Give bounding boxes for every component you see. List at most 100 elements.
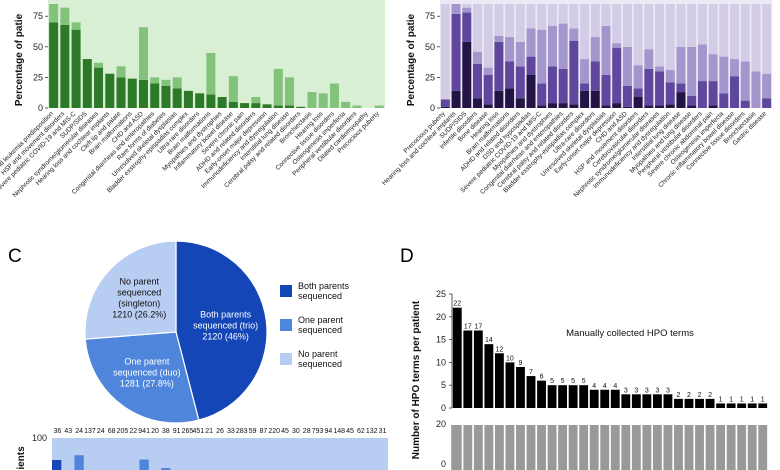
panel-b-bar-segment bbox=[676, 46, 686, 84]
panel-a-bar-segment bbox=[352, 105, 362, 108]
panel-d-bar-value-label: 22 bbox=[453, 301, 461, 308]
panel-c-lower-count-label: 137 bbox=[84, 428, 96, 435]
panel-b-bar-segment bbox=[580, 59, 590, 84]
panel-c-lower-count-label: 31 bbox=[379, 428, 387, 435]
panel-b-bar-segment bbox=[483, 67, 493, 75]
panel-b-bar-segment bbox=[451, 90, 461, 108]
panel-b-bar-segment bbox=[558, 68, 568, 104]
panel-b-bar-remainder bbox=[494, 4, 504, 36]
panel-d-bar-value-label: 1 bbox=[719, 396, 723, 403]
legend-label: sequenced bbox=[298, 359, 342, 369]
panel-b-y-tick-label: 75 bbox=[425, 11, 435, 21]
panel-b-bar-remainder bbox=[505, 4, 515, 38]
panel-d-y-tick-label: 25 bbox=[436, 289, 446, 299]
panel-d-bar-value-label: 17 bbox=[474, 323, 482, 330]
panel-c-lower-count-label: 36 bbox=[54, 428, 62, 435]
panel-b-bar-segment bbox=[762, 73, 772, 99]
panel-b-bar-segment bbox=[612, 48, 622, 104]
panel-c-lower-bar-chart: 36 43 24 137 24 68 205 22 941 20 38 91 265 451 21 26 33 2… bbox=[16, 428, 388, 470]
panel-c-lower-y-tick-label: 100 bbox=[32, 433, 47, 443]
panel-d-y-tick-label: 15 bbox=[436, 335, 446, 345]
panel-c-lower-count-label: 22 bbox=[129, 428, 137, 435]
panel-b-bar-remainder bbox=[697, 4, 707, 45]
panel-d-bar-value-label: 3 bbox=[666, 387, 670, 394]
panel-b-bar-remainder bbox=[601, 4, 611, 27]
panel-d-lower-bar bbox=[684, 425, 694, 470]
panel-d-bar bbox=[547, 385, 557, 408]
panel-b-bar-segment bbox=[601, 74, 611, 106]
panel-a-bar-segment bbox=[49, 4, 59, 23]
panel-d-lower-bar bbox=[494, 425, 504, 470]
panel-a-bar-segment bbox=[105, 73, 115, 108]
pie-slice-label: One parent bbox=[124, 357, 170, 367]
panel-a-y-tick-label: 0 bbox=[38, 103, 43, 113]
panel-c-lower-count-label: 220 bbox=[268, 428, 280, 435]
panel-a-bar-segment bbox=[138, 79, 148, 108]
panel-d-lower-bar bbox=[758, 425, 768, 470]
panel-b-bar-segment bbox=[612, 43, 622, 49]
panel-a-bar-segment bbox=[228, 76, 238, 102]
panel-d-y-axis-title: Number of HPO terms per patient bbox=[411, 300, 422, 459]
panel-letter-d: D bbox=[400, 246, 414, 267]
panel-d-bar bbox=[452, 307, 462, 408]
panel-c-lower-count-label: 68 bbox=[108, 428, 116, 435]
panel-d-bar bbox=[579, 385, 589, 408]
panel-d-lower-bar bbox=[600, 425, 610, 470]
panel-b-bar-segment bbox=[590, 90, 600, 108]
panel-a-bar-segment bbox=[172, 88, 182, 108]
panel-b-bar-segment bbox=[655, 66, 665, 72]
panel-d-bar-value-label: 2 bbox=[687, 392, 691, 399]
panel-a-bar-segment bbox=[183, 90, 193, 108]
panel-b-y-axis-title: Percentage of patie bbox=[406, 13, 417, 106]
panel-b-bar-remainder bbox=[547, 4, 557, 27]
panel-b-bar-segment bbox=[676, 92, 686, 108]
panel-a-bar-segment bbox=[341, 101, 351, 108]
panel-c-lower-bar bbox=[52, 460, 62, 470]
panel-b-bar-segment bbox=[655, 71, 665, 106]
legend-swatch bbox=[280, 319, 292, 331]
panel-b-bar-segment bbox=[462, 12, 472, 42]
panel-c-lower-count-label: 941 bbox=[138, 428, 150, 435]
panel-b-bar-segment bbox=[719, 93, 729, 108]
panel-d-lower-bar bbox=[621, 425, 631, 470]
panel-b-bar-segment bbox=[687, 95, 697, 106]
panel-d-bar-value-label: 5 bbox=[561, 378, 565, 385]
pie-slice-label: 1281 (27.8%) bbox=[120, 379, 174, 389]
panel-a-bar-segment bbox=[307, 92, 317, 108]
panel-d-bar bbox=[537, 380, 546, 408]
panel-b-bar-segment bbox=[633, 65, 643, 89]
panel-d-bar-value-label: 17 bbox=[464, 323, 472, 330]
panel-d-bar bbox=[726, 403, 736, 408]
panel-d-y-tick-label: 0 bbox=[441, 403, 446, 413]
panel-c-lower-count-label: 148 bbox=[333, 428, 345, 435]
panel-b-bar-segment bbox=[751, 71, 761, 108]
panel-d-bar-value-label: 5 bbox=[582, 378, 586, 385]
panel-b-bar-segment bbox=[665, 82, 675, 105]
panel-a-bar-segment bbox=[116, 66, 126, 78]
panel-c-lower-count-label: 451 bbox=[192, 428, 204, 435]
panel-d-bar bbox=[463, 330, 473, 408]
panel-b-bar-segment bbox=[505, 88, 515, 108]
panel-a-bar-segment bbox=[82, 59, 92, 108]
panel-a-bar-segment bbox=[71, 22, 81, 30]
panel-a-bar-segment bbox=[116, 77, 126, 108]
panel-d-lower-bar bbox=[737, 425, 747, 470]
panel-a-bar-segment bbox=[262, 104, 272, 108]
panel-d-lower-bar bbox=[537, 425, 546, 470]
panel-d-bar bbox=[526, 376, 536, 408]
panel-d-bar bbox=[684, 398, 694, 408]
panel-c-lower-count-label: 21 bbox=[205, 428, 213, 435]
pie-slice-label: sequenced (trio) bbox=[193, 321, 258, 331]
panel-d-bar-value-label: 2 bbox=[677, 392, 681, 399]
panel-b-bar-remainder bbox=[655, 4, 665, 67]
panel-letter-c: C bbox=[8, 246, 22, 267]
panel-d-y-tick-label: 5 bbox=[441, 380, 446, 390]
panel-a-bar-segment bbox=[60, 7, 70, 25]
panel-b-bar-remainder bbox=[687, 4, 697, 47]
panel-b-bar-remainder bbox=[719, 4, 729, 57]
panel-d-bar-value-label: 4 bbox=[613, 383, 617, 390]
panel-d-bar-value-label: 1 bbox=[740, 396, 744, 403]
panel-d-bar bbox=[505, 362, 515, 408]
panel-d-lower-bar bbox=[726, 425, 736, 470]
panel-d-bar bbox=[494, 353, 504, 408]
